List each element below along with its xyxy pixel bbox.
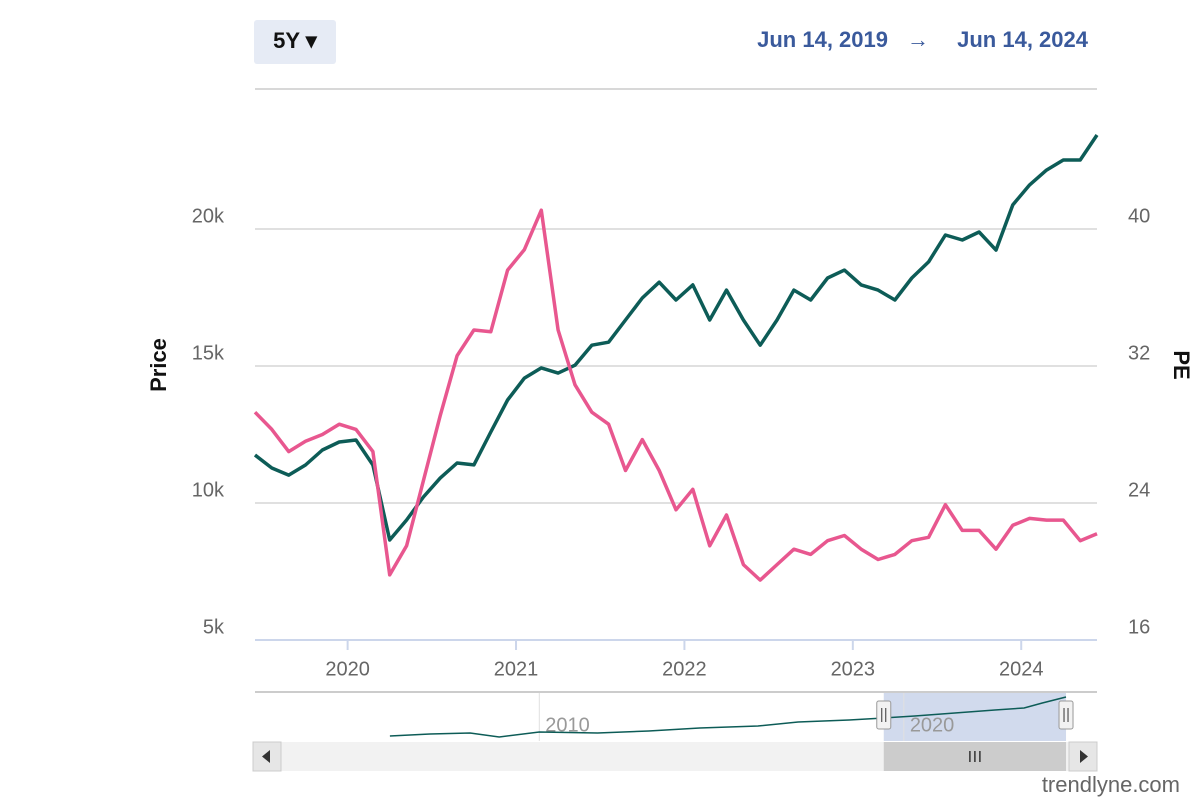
x-tick-label: 2021	[494, 658, 539, 680]
scrollbar-left-arrow	[262, 750, 270, 763]
navigator-tick-label: 2020	[910, 714, 955, 736]
y2-tick-label: 40	[1128, 205, 1150, 227]
watermark: trendlyne.com	[1042, 772, 1180, 797]
series-line	[253, 208, 1098, 582]
series-line	[253, 134, 1099, 542]
y-tick-label: 5k	[203, 616, 225, 638]
x-tick-label: 2023	[831, 658, 876, 680]
navigator-tick-label: 2010	[545, 714, 590, 736]
range-to[interactable]: Jun 14, 2024	[957, 27, 1089, 52]
x-tick-label: 2022	[662, 658, 707, 680]
range-arrow: →	[907, 27, 929, 52]
navigator-handle[interactable]	[876, 700, 892, 730]
navigator-line	[389, 696, 1067, 738]
x-tick-label: 2024	[999, 658, 1044, 680]
navigator-handle[interactable]	[1058, 700, 1074, 730]
x-tick-label: 2020	[325, 658, 370, 680]
range-button[interactable]	[254, 20, 336, 64]
y-tick-label: 15k	[192, 342, 225, 364]
y2-axis-title: PE	[1169, 350, 1194, 379]
y2-tick-label: 32	[1128, 342, 1150, 364]
range-button-label[interactable]: 5Y ▾	[273, 28, 318, 53]
y-axis-title: Price	[146, 338, 171, 392]
y2-tick-label: 24	[1128, 479, 1150, 501]
y2-tick-label: 16	[1128, 616, 1150, 638]
y-tick-label: 10k	[192, 479, 225, 501]
navigator-selection	[883, 693, 1067, 741]
range-from[interactable]: Jun 14, 2019	[757, 27, 888, 52]
y-tick-label: 20k	[192, 205, 225, 227]
scrollbar-right-arrow	[1080, 750, 1088, 763]
